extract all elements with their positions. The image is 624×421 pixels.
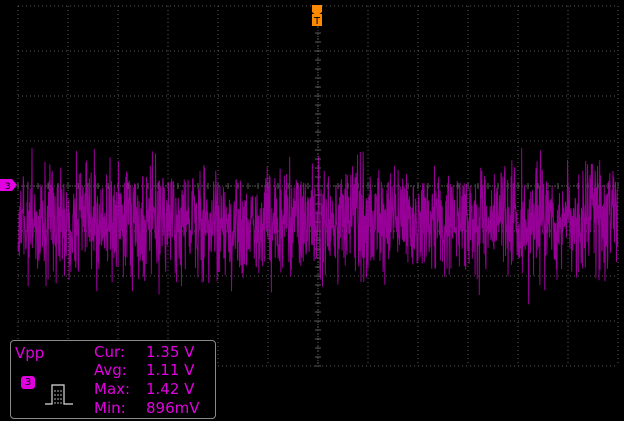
measurement-cur-label: Cur: [94, 343, 125, 361]
measurement-min-value: 896mV [146, 399, 200, 417]
measurement-min-label: Min: [94, 399, 126, 417]
measurement-max-label: Max: [94, 380, 131, 398]
trigger-marker-label: T [313, 16, 321, 26]
pulse-icon [45, 384, 73, 405]
channel-3-waveform [17, 147, 619, 305]
channel-marker-label: 3 [5, 182, 11, 191]
measurement-avg-label: Avg: [94, 361, 127, 379]
trigger-position-marker-icon[interactable]: T [310, 5, 324, 26]
measurement-max-value: 1.42 V [146, 380, 195, 398]
channel-3-ground-marker-icon[interactable]: 3 [0, 179, 17, 191]
measurement-panel: Vpp 3 Cur: 1.35 V Avg: 1.11 V Max: 1.42 … [10, 340, 216, 419]
measurement-cur-value: 1.35 V [146, 343, 195, 361]
measurement-channel-badge: 3 [21, 376, 35, 389]
measurement-avg-value: 1.11 V [146, 361, 195, 379]
measurement-name: Vpp [15, 344, 45, 362]
